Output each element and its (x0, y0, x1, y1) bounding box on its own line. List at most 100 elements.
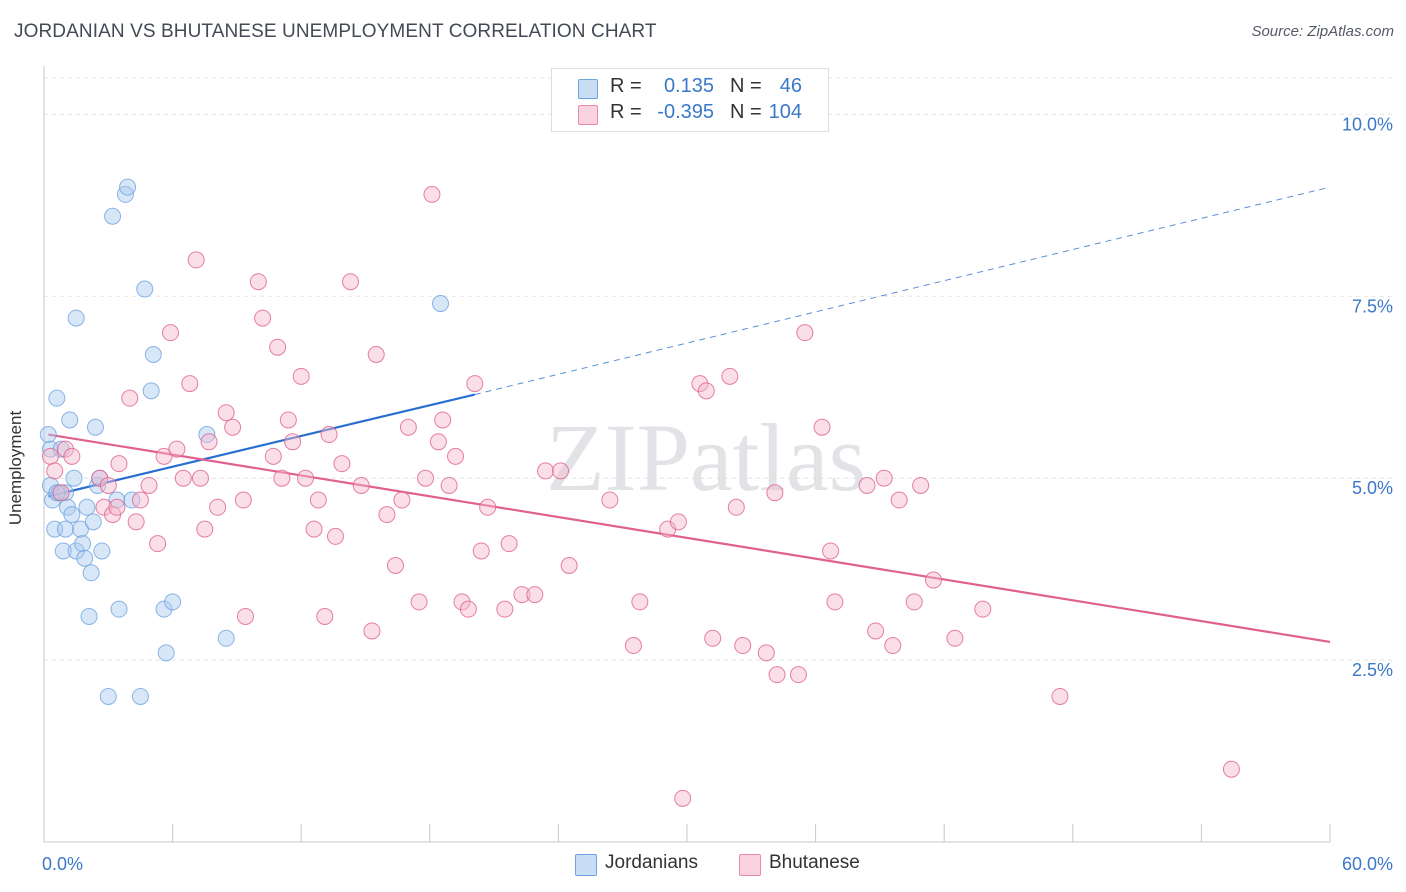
jordanian-point (56, 520, 74, 538)
bhutanese-trend-line (48, 433, 1331, 643)
bhutanese-point (513, 586, 531, 604)
bhutanese-point (168, 440, 186, 458)
bhutanese-point (912, 476, 930, 494)
jordanian-point (131, 687, 149, 705)
jordanian-point (110, 600, 128, 618)
bhutanese-point (734, 637, 752, 655)
bhutanese-point (946, 629, 964, 647)
jordanian-point (119, 178, 137, 196)
bhutanese-point (631, 593, 649, 611)
bhutanese-point (924, 571, 942, 589)
bhutanese-point (669, 513, 687, 531)
bhutanese-point (890, 491, 908, 509)
bhutanese-point (796, 324, 814, 342)
data-points (39, 178, 1240, 807)
y-tick-label: 5.0% (1352, 478, 1393, 498)
bhutanese-point (91, 469, 109, 487)
bhutanese-point (131, 491, 149, 509)
trend-lines (48, 186, 1331, 643)
bhutanese-point (309, 491, 327, 509)
bhutanese-point (191, 469, 209, 487)
jordanian-point (65, 469, 83, 487)
bhutanese-point (601, 491, 619, 509)
bhutanese-point (155, 447, 173, 465)
bhutanese-point (727, 498, 745, 516)
bhutanese-point (393, 491, 411, 509)
legend-r-label: R = (610, 75, 642, 97)
jordanian-point (164, 593, 182, 611)
gridlines (44, 77, 1394, 661)
jordanian-point (67, 542, 85, 560)
legend-swatch-jordanians (578, 79, 598, 99)
jordanian-point (61, 411, 79, 429)
bhutanese-point (149, 535, 167, 553)
jordanian-trend-extension (474, 186, 1331, 396)
legend-row-jordanians: R = 0.135 N = 46 (552, 75, 828, 101)
bhutanese-point (254, 309, 272, 327)
correlation-legend: R = 0.135 N = 46 R = -0.395 N = 104 (551, 68, 829, 132)
bhutanese-point (333, 455, 351, 473)
bhutanese-point (200, 433, 218, 451)
bhutanese-point (269, 338, 287, 356)
bhutanese-point (721, 367, 739, 385)
bhutanese-point (867, 622, 885, 640)
tick-labels: 2.5% 5.0% 7.5% 10.0% 0.0% 60.0% (42, 114, 1393, 874)
bhutanese-point (704, 629, 722, 647)
bhutanese-point (1222, 760, 1240, 778)
bhutanese-point (399, 418, 417, 436)
bhutanese-point (41, 447, 59, 465)
jordanian-point (84, 513, 102, 531)
bhutanese-point (284, 433, 302, 451)
bhutanese-point (905, 593, 923, 611)
jordanian-point (157, 644, 175, 662)
chart-title: JORDANIAN VS BHUTANESE UNEMPLOYMENT CORR… (14, 21, 657, 42)
jordanian-point (48, 484, 66, 502)
bhutanese-point (417, 469, 435, 487)
jordanian-point (136, 280, 154, 298)
legend-n-label: N = (730, 101, 762, 123)
bhutanese-point (479, 498, 497, 516)
bhutanese-point (209, 498, 227, 516)
bhutanese-point (341, 273, 359, 291)
legend-label-jordanians: Jordanians (605, 852, 698, 873)
bhutanese-point (624, 637, 642, 655)
bhutanese-point (387, 557, 405, 575)
legend-swatch-jordanians (575, 854, 597, 876)
bhutanese-point (826, 593, 844, 611)
jordanian-point (123, 491, 141, 509)
bhutanese-point (691, 375, 709, 393)
bhutanese-point (108, 498, 126, 516)
legend-n-value: 104 (768, 101, 802, 123)
bhutanese-point (234, 491, 252, 509)
bhutanese-point (363, 622, 381, 640)
bhutanese-point (766, 484, 784, 502)
bhutanese-point (52, 484, 70, 502)
bhutanese-point (273, 469, 291, 487)
jordanian-point (71, 520, 89, 538)
legend-label-bhutanese: Bhutanese (769, 852, 860, 873)
jordanian-point (56, 484, 74, 502)
bhutanese-point (249, 273, 267, 291)
bhutanese-point (526, 586, 544, 604)
bhutanese-point (110, 455, 128, 473)
jordanian-point (82, 564, 100, 582)
jordanian-point (142, 382, 160, 400)
bhutanese-point (320, 426, 338, 444)
x-tick-label: 0.0% (42, 854, 83, 874)
bhutanese-point (95, 498, 113, 516)
bhutanese-point (496, 600, 514, 618)
bhutanese-point (161, 324, 179, 342)
bhutanese-point (217, 404, 235, 422)
y-tick-label: 2.5% (1352, 660, 1393, 680)
legend-r-value: -0.395 (657, 101, 714, 123)
jordanian-point (155, 600, 173, 618)
bhutanese-point (99, 476, 117, 494)
bhutanese-point (560, 557, 578, 575)
bhutanese-point (768, 666, 786, 684)
bhutanese-point (410, 593, 428, 611)
bhutanese-point (127, 513, 145, 531)
jordanian-point (86, 418, 104, 436)
jordanian-point (78, 498, 96, 516)
bhutanese-point (500, 535, 518, 553)
jordanian-point (99, 687, 117, 705)
